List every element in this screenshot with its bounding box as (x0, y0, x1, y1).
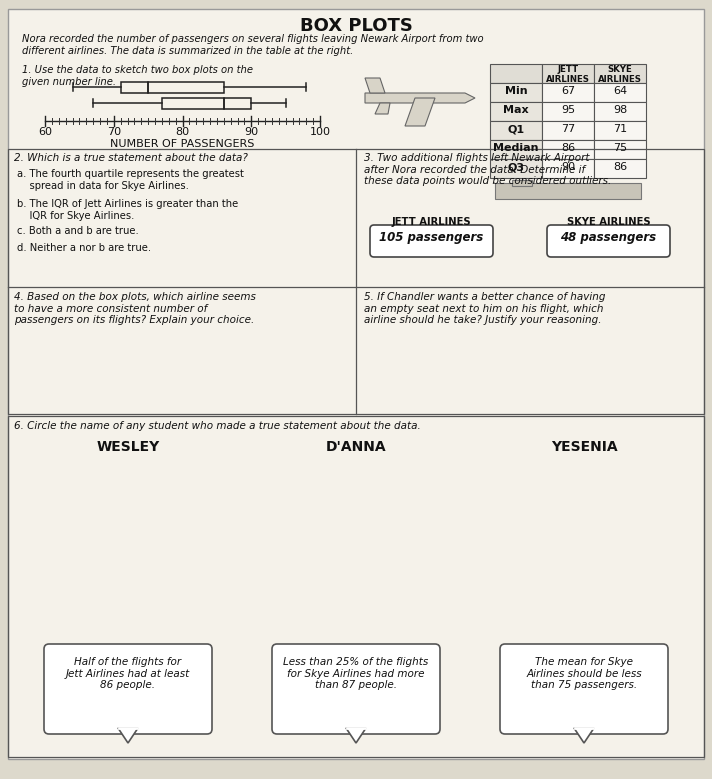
Text: Half of the flights for
Jett Airlines had at least
86 people.: Half of the flights for Jett Airlines ha… (66, 657, 190, 690)
Text: 86: 86 (561, 143, 575, 153)
Text: 2. Which is a true statement about the data?: 2. Which is a true statement about the d… (14, 153, 248, 163)
Text: Less than 25% of the flights
for Skye Airlines had more
than 87 people.: Less than 25% of the flights for Skye Ai… (283, 657, 429, 690)
Bar (224, 97, 251, 108)
Bar (490, 159, 542, 178)
Text: 3. Two additional flights left Newark Airport
after Nora recorded the data. Dete: 3. Two additional flights left Newark Ai… (364, 153, 611, 186)
Text: 60: 60 (38, 127, 52, 137)
Bar (594, 102, 646, 121)
Text: 77: 77 (561, 124, 575, 134)
Bar (490, 140, 542, 159)
Text: 67: 67 (561, 86, 575, 96)
Text: 71: 71 (613, 124, 627, 134)
Polygon shape (346, 728, 366, 743)
Text: Median: Median (493, 143, 539, 153)
Bar (495, 183, 641, 199)
Polygon shape (365, 93, 475, 103)
Text: 105 passengers: 105 passengers (379, 231, 483, 244)
Bar (490, 83, 542, 102)
Text: 64: 64 (613, 86, 627, 96)
Text: WESLEY: WESLEY (96, 440, 159, 454)
Text: BOX PLOTS: BOX PLOTS (300, 17, 412, 35)
Bar (8, 149, 704, 414)
Text: 90: 90 (561, 162, 575, 172)
Bar (542, 159, 594, 178)
Polygon shape (375, 103, 390, 114)
Bar (594, 140, 646, 159)
Text: 1. Use the data to sketch two box plots on the
given number line.: 1. Use the data to sketch two box plots … (22, 65, 253, 86)
Polygon shape (405, 98, 435, 126)
Bar (594, 64, 646, 83)
Text: b. The IQR of Jett Airlines is greater than the
    IQR for Skye Airlines.: b. The IQR of Jett Airlines is greater t… (17, 199, 239, 220)
Text: YESENIA: YESENIA (550, 440, 617, 454)
Text: 4. Based on the box plots, which airline seems
to have a more consistent number : 4. Based on the box plots, which airline… (14, 292, 256, 325)
Bar (594, 159, 646, 178)
Text: 70: 70 (107, 127, 121, 137)
Bar (490, 102, 542, 121)
Bar (542, 64, 594, 83)
Bar (542, 102, 594, 121)
Text: 6. Circle the name of any student who made a true statement about the data.: 6. Circle the name of any student who ma… (14, 421, 421, 431)
Text: Min: Min (505, 86, 528, 96)
Text: d. Neither a nor b are true.: d. Neither a nor b are true. (17, 243, 151, 253)
FancyBboxPatch shape (500, 644, 668, 734)
Text: 48 passengers: 48 passengers (560, 231, 656, 244)
FancyBboxPatch shape (547, 225, 670, 257)
Text: JETT
AIRLINES: JETT AIRLINES (546, 65, 590, 84)
Text: SKYE AIRLINES: SKYE AIRLINES (567, 217, 650, 227)
Text: a. The fourth quartile represents the greatest
    spread in data for Skye Airli: a. The fourth quartile represents the gr… (17, 169, 244, 191)
Polygon shape (574, 728, 594, 743)
Text: c. Both a and b are true.: c. Both a and b are true. (17, 226, 139, 236)
Text: The mean for Skye
Airlines should be less
than 75 passengers.: The mean for Skye Airlines should be les… (526, 657, 642, 690)
Text: 90: 90 (244, 127, 258, 137)
Text: 98: 98 (613, 105, 627, 115)
Text: 5. If Chandler wants a better chance of having
an empty seat next to him on his : 5. If Chandler wants a better chance of … (364, 292, 605, 325)
Bar (542, 121, 594, 140)
Bar (512, 180, 532, 186)
Text: NUMBER OF PASSENGERS: NUMBER OF PASSENGERS (110, 139, 255, 149)
Text: 80: 80 (175, 127, 189, 137)
Polygon shape (118, 728, 138, 743)
Bar (594, 83, 646, 102)
Bar (542, 83, 594, 102)
Text: JETT AIRLINES: JETT AIRLINES (392, 217, 471, 227)
FancyBboxPatch shape (272, 644, 440, 734)
Text: 75: 75 (613, 143, 627, 153)
Text: 86: 86 (613, 162, 627, 172)
FancyBboxPatch shape (370, 225, 493, 257)
Text: 95: 95 (561, 105, 575, 115)
Bar (162, 97, 224, 108)
Bar (490, 121, 542, 140)
Polygon shape (365, 78, 385, 93)
Text: Max: Max (503, 105, 529, 115)
Text: Nora recorded the number of passengers on several flights leaving Newark Airport: Nora recorded the number of passengers o… (22, 34, 483, 55)
Bar (148, 82, 224, 93)
Bar (542, 140, 594, 159)
Bar (490, 64, 542, 83)
Text: Q3: Q3 (508, 162, 525, 172)
Bar (594, 121, 646, 140)
Text: D'ANNA: D'ANNA (325, 440, 387, 454)
Bar (8, 416, 704, 757)
Text: 100: 100 (310, 127, 330, 137)
FancyBboxPatch shape (44, 644, 212, 734)
Bar (120, 82, 148, 93)
Text: Q1: Q1 (508, 124, 525, 134)
Text: SKYE
AIRLINES: SKYE AIRLINES (598, 65, 642, 84)
